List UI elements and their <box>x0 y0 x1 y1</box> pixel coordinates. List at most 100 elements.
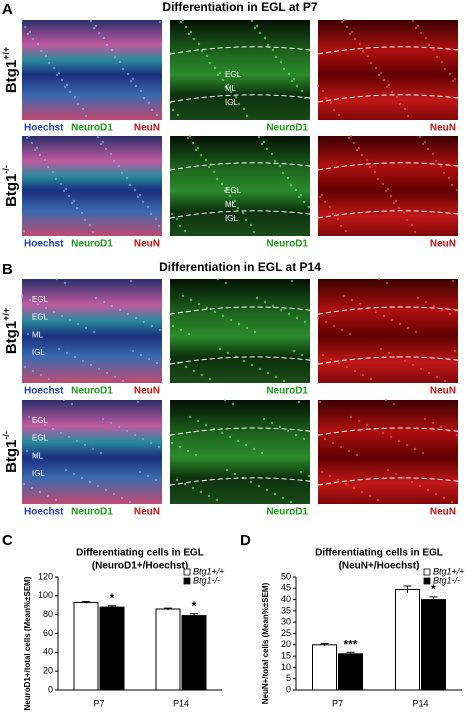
cell-speck <box>109 152 113 156</box>
chart-subtitle: (NeuroD1+/Hoechst) <box>92 561 188 572</box>
cell-speck <box>250 363 254 367</box>
cell-speck <box>257 484 261 488</box>
cell-speck <box>133 433 137 437</box>
cell-speck <box>73 355 77 359</box>
cell-speck <box>199 153 203 157</box>
cell-speck <box>51 427 55 431</box>
boundary <box>169 46 311 55</box>
channel-label: NeuN <box>430 507 456 518</box>
layer-label: EGL <box>225 186 242 195</box>
cell-speck <box>263 36 267 40</box>
cell-speck <box>223 189 227 193</box>
cell-speck <box>389 194 393 198</box>
cell-speck <box>38 153 42 157</box>
genotype-sup: +/+ <box>1 308 11 321</box>
cell-speck <box>413 447 417 451</box>
error-bar <box>82 600 90 604</box>
cell-speck <box>184 25 188 29</box>
cell-speck <box>439 164 443 168</box>
cell-speck <box>171 108 175 112</box>
cell-speck <box>136 400 140 404</box>
cell-speck <box>316 316 320 320</box>
cell-speck <box>329 357 333 361</box>
cell-speck <box>81 107 85 111</box>
cell-speck <box>369 377 373 381</box>
cell-speck <box>394 199 398 203</box>
cell-speck <box>427 43 431 47</box>
cell-speck <box>102 36 106 40</box>
cell-speck <box>39 49 43 53</box>
cell-speck <box>394 472 398 476</box>
cell-speck <box>155 113 159 117</box>
x-tick-label: P14 <box>412 698 428 708</box>
cell-speck <box>431 152 435 156</box>
chart-title: Differentiating cells in EGL <box>315 548 443 559</box>
cell-speck <box>36 42 40 46</box>
cell-speck <box>352 141 356 145</box>
cell-speck <box>241 211 245 215</box>
cell-speck <box>292 349 296 353</box>
cell-speck <box>33 148 37 152</box>
cell-speck <box>262 417 266 421</box>
cell-speck <box>440 308 444 312</box>
layer-label: IGL <box>32 469 45 478</box>
channel-label: NeuroD1 <box>266 123 308 134</box>
y-tick-label: 5 <box>286 673 291 683</box>
cell-speck <box>336 217 340 221</box>
legend-swatch <box>423 577 431 585</box>
cell-speck <box>360 153 364 157</box>
boundary <box>169 162 311 171</box>
cell-speck <box>84 326 88 330</box>
cell-speck <box>386 187 390 191</box>
cell-speck <box>70 402 74 406</box>
cell-speck <box>373 170 377 174</box>
cell-speck <box>175 217 179 221</box>
cell-speck <box>181 294 185 298</box>
cell-speck <box>62 398 66 402</box>
cell-speck <box>382 78 386 82</box>
cell-speck <box>92 330 96 334</box>
cell-speck <box>25 449 29 453</box>
cell-speck <box>423 417 427 421</box>
cell-speck <box>292 77 296 81</box>
cell-speck <box>89 19 93 23</box>
cell-speck <box>324 320 328 324</box>
x-tick-label: P7 <box>93 698 104 708</box>
micrograph <box>22 20 162 120</box>
error-bar <box>346 651 355 656</box>
cell-speck <box>245 114 249 118</box>
cell-speck <box>395 355 399 359</box>
bar <box>312 644 337 691</box>
cell-speck <box>265 147 269 151</box>
cell-speck <box>138 193 142 197</box>
cell-speck <box>242 107 246 111</box>
cell-speck <box>244 218 248 222</box>
cell-speck <box>192 369 196 373</box>
cell-speck <box>20 18 24 22</box>
cell-speck <box>28 30 32 34</box>
cell-speck <box>27 134 31 138</box>
cell-speck <box>294 188 298 192</box>
cell-speck <box>365 423 369 427</box>
y-tick-label: 120 <box>38 571 53 581</box>
cell-speck <box>183 229 187 233</box>
y-tick-label: 45 <box>281 583 291 593</box>
cell-speck <box>101 417 105 421</box>
cell-speck <box>187 32 191 36</box>
cell-speck <box>154 478 158 482</box>
cell-speck <box>213 66 217 70</box>
cell-speck <box>189 30 193 34</box>
boundary <box>317 46 459 55</box>
significance: * <box>192 599 197 613</box>
cell-speck <box>340 328 344 332</box>
cell-speck <box>99 142 103 146</box>
cell-speck <box>381 431 385 435</box>
cell-speck <box>23 365 27 369</box>
cell-speck <box>224 85 228 89</box>
cell-speck <box>361 373 365 377</box>
cell-speck <box>443 67 447 71</box>
error-bar <box>403 585 412 593</box>
cell-speck <box>321 353 325 357</box>
cell-speck <box>110 48 114 52</box>
boundary <box>169 356 311 365</box>
